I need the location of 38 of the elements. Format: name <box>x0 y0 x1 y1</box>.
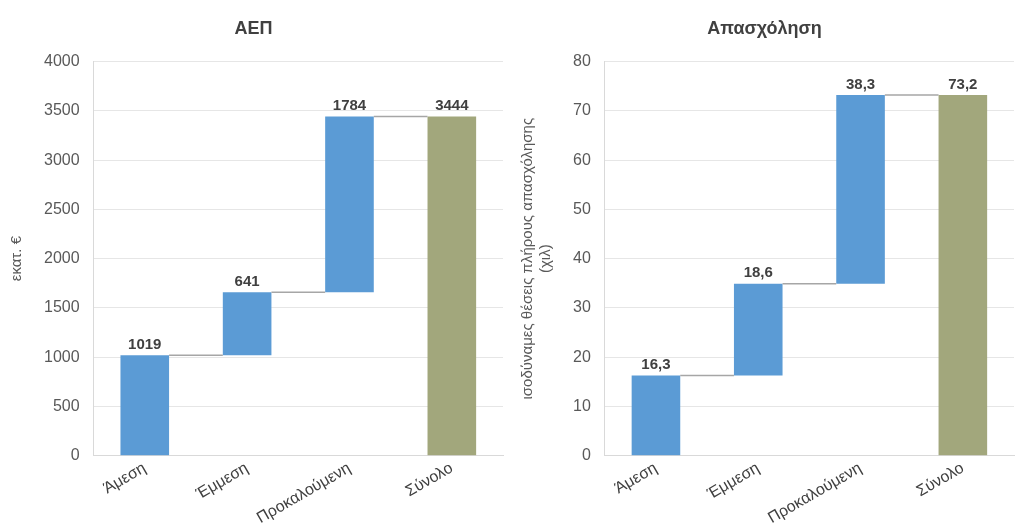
y-axis-title: ισοδύναμες θέσεις πλήρους απασχόλησης (χιλ) <box>518 117 554 400</box>
chart-title: ΑΕΠ <box>234 17 273 38</box>
y-tick-label: 50 <box>573 199 591 217</box>
chart-title: Απασχόληση <box>707 17 822 38</box>
data-label: 73,2 <box>948 74 978 92</box>
y-tick-label: 0 <box>70 446 80 464</box>
y-tick-label: 20 <box>573 347 591 365</box>
y-tick-label: 10 <box>573 396 591 414</box>
bar <box>222 292 272 356</box>
data-label: 38,3 <box>845 74 876 92</box>
y-tick-label: 3500 <box>44 101 80 119</box>
bar <box>836 95 885 284</box>
bar <box>120 355 170 456</box>
data-label: 1784 <box>332 96 367 114</box>
bar <box>938 95 988 456</box>
y-tick-label: 1500 <box>44 298 80 316</box>
y-tick-label: 2000 <box>44 249 80 267</box>
y-tick-label: 60 <box>573 150 591 168</box>
y-tick-label: 30 <box>573 298 591 316</box>
y-tick-label: 40 <box>573 249 591 267</box>
bar <box>325 116 374 293</box>
y-tick-label: 1000 <box>44 347 80 365</box>
data-label: 3444 <box>435 96 470 114</box>
data-label: 16,3 <box>641 355 671 373</box>
y-tick-label: 4000 <box>44 52 80 70</box>
y-tick-label: 80 <box>573 52 591 70</box>
y-axis-title: εκατ. € <box>7 235 25 282</box>
bar <box>631 375 681 456</box>
y-tick-label: 0 <box>581 446 591 464</box>
data-label: 18,6 <box>743 263 773 281</box>
bar <box>427 116 477 456</box>
data-label: 641 <box>234 271 260 289</box>
data-label: 1019 <box>128 334 162 352</box>
y-tick-label: 3000 <box>44 150 80 168</box>
y-tick-label: 2500 <box>44 199 80 217</box>
y-tick-label: 70 <box>573 101 591 119</box>
bar <box>733 283 783 376</box>
y-tick-label: 500 <box>52 396 80 414</box>
